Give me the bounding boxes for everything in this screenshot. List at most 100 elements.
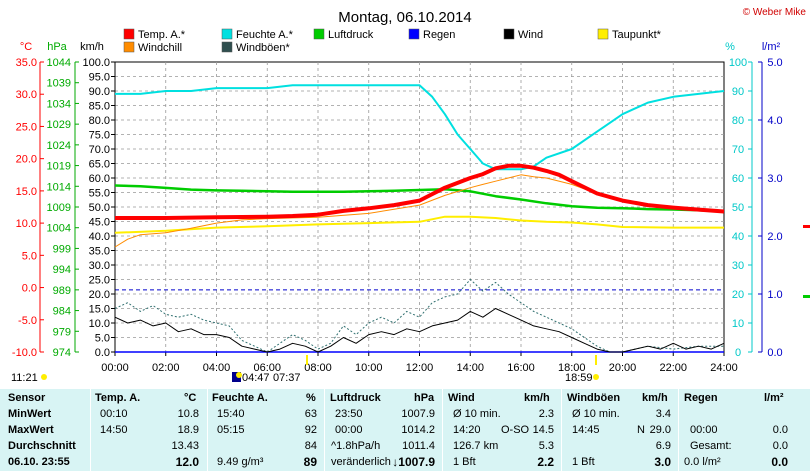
humidity-min-time: 15:40 [217, 408, 245, 420]
legend-label: Feuchte A.* [236, 29, 294, 41]
humidity-tick-label: 70 [732, 144, 744, 156]
pressure-state: veränderlich [331, 456, 391, 468]
wind-unit-label: km/h [80, 41, 104, 53]
grid [114, 61, 725, 353]
row-label-sensor: Sensor [8, 392, 46, 404]
humidity-current: 89 [303, 455, 317, 469]
wind-tick-label: 90.0 [89, 86, 110, 98]
humidity-tick-label: 100 [729, 57, 747, 69]
left-axes: 35.0 30.0 25.0 20.0 15.0 10.0 5.0 0.0 -5.0 -10.0 1… [12, 57, 116, 359]
pressure-tick-label: 1004 [47, 223, 71, 235]
gusts-max-dir: N [637, 424, 645, 436]
rain-current: 0.0 [771, 455, 788, 469]
temp-tick-label: 25.0 [16, 121, 37, 133]
wind-max: 14.5 [532, 424, 554, 436]
gusts-bft: 1 Bft [572, 456, 595, 468]
humidity-unit-label: % [725, 41, 735, 53]
row-label-current: 06.10. 23:55 [8, 456, 70, 468]
temp-min: 10.8 [177, 408, 199, 420]
humidity-head: Feuchte A. [212, 392, 268, 404]
rain-tick-label: 3.0 [767, 173, 782, 185]
wind-tick-label: 10.0 [89, 318, 110, 330]
pressure-tick-label: 999 [53, 243, 71, 255]
series-layer [114, 84, 725, 353]
weather-chart: Montag, 06.10.2014 © Weber Mike Temp. A.… [11, 7, 810, 384]
x-tick-label: 04:00 [203, 362, 231, 374]
pressure-current: ↓1007.9 [392, 455, 435, 469]
legend: Temp. A.* Feuchte A.* Luftdruck Regen Wind Ta… [123, 28, 662, 54]
sun-times: 11:21 04:47 07:37 18:59 [11, 355, 599, 384]
temp-tick-label: 20.0 [16, 154, 37, 166]
pressure-tick-label: 979 [53, 326, 71, 338]
pressure-unit-label: hPa [47, 41, 67, 53]
x-tick-label: 06:00 [253, 362, 281, 374]
wind-max-dir: O-SO [501, 424, 530, 436]
wind-tick-label: 25.0 [89, 275, 110, 287]
right-edge-fragment [803, 225, 810, 228]
wind-head: Wind [448, 392, 475, 404]
humidity-tick-label: 40 [732, 231, 744, 243]
sunrise-marker-label: 04:47 [242, 372, 270, 384]
copyright-text: © Weber Mike [743, 7, 807, 18]
x-axis: 00:00 02:00 04:00 06:00 08:00 10:00 12:00 14:00… [101, 352, 738, 374]
legend-label: Luftdruck [328, 29, 374, 41]
pressure-tick-label: 1014 [47, 181, 71, 193]
wind-tick-label: 85.0 [89, 101, 110, 113]
humidity-tick-label: 0 [735, 347, 741, 359]
row-label-min: MinWert [8, 408, 52, 420]
pressure-max: 1014.2 [401, 424, 435, 436]
x-tick-label: 24:00 [710, 362, 738, 374]
temp-min-time: 00:10 [100, 408, 128, 420]
wind-tick-label: 0.0 [95, 347, 110, 359]
pressure-tick-label: 1009 [47, 202, 71, 214]
rain-unit-label: l/m² [762, 41, 781, 53]
wind-tick-label: 50.0 [89, 202, 110, 214]
wind-tick-label: 40.0 [89, 231, 110, 243]
wind-current: 2.2 [537, 455, 554, 469]
temp-tick-label: 10.0 [16, 218, 37, 230]
temp-unit-label: °C [20, 41, 32, 53]
humidity-absolute: 9.49 g/m³ [217, 456, 264, 468]
x-tick-label: 10:00 [355, 362, 383, 374]
legend-label: Windchill [138, 42, 182, 54]
wind-series-line [114, 308, 725, 353]
x-tick-label: 02:00 [152, 362, 180, 374]
pressure-min: 1007.9 [401, 408, 435, 420]
legend-swatch [597, 28, 609, 40]
wind-max-time: 14:20 [453, 424, 481, 436]
humidity-tick-label: 30 [732, 260, 744, 272]
legend-label: Wind [518, 29, 543, 41]
temp-head: Temp. A. [95, 392, 141, 404]
temp-max-time: 14:50 [100, 424, 128, 436]
legend-label: Taupunkt* [612, 29, 662, 41]
x-tick-label: 20:00 [609, 362, 637, 374]
humidity-max: 92 [304, 424, 317, 436]
dewpoint-series-line [114, 215, 724, 234]
row-label-avg: Durchschnitt [8, 440, 76, 452]
rain-max: 0.0 [772, 424, 788, 436]
sun-icon [41, 374, 47, 380]
gusts-min: 3.4 [655, 408, 671, 420]
wind-tick-label: 20.0 [89, 289, 110, 301]
legend-swatch [221, 41, 233, 53]
humidity-tick-label: 10 [732, 318, 744, 330]
wind-tick-label: 95.0 [89, 72, 110, 84]
sunset-label: 18:59 [565, 372, 593, 384]
x-tick-label: 14:00 [456, 362, 484, 374]
wind-tick-label: 30.0 [89, 260, 110, 272]
humidity-avg: 84 [304, 440, 317, 452]
pressure-tick-label: 1044 [47, 57, 71, 69]
legend-label: Temp. A.* [138, 29, 186, 41]
humidity-unit: % [306, 392, 316, 404]
wind-tick-label: 65.0 [89, 159, 110, 171]
left-time-label: 11:21 [11, 372, 38, 384]
axis-units: °C hPa km/h% l/m² [20, 41, 781, 53]
x-tick-label: 08:00 [304, 362, 332, 374]
rain-tick-label: 1.0 [767, 289, 782, 301]
x-tick-label: 22:00 [659, 362, 687, 374]
temp-tick-label: 35.0 [16, 57, 37, 69]
wind-tick-label: 15.0 [89, 304, 110, 316]
gusts-series-line [114, 279, 724, 353]
pressure-tick-label: 984 [53, 306, 71, 318]
pressure-series-line [114, 184, 725, 213]
